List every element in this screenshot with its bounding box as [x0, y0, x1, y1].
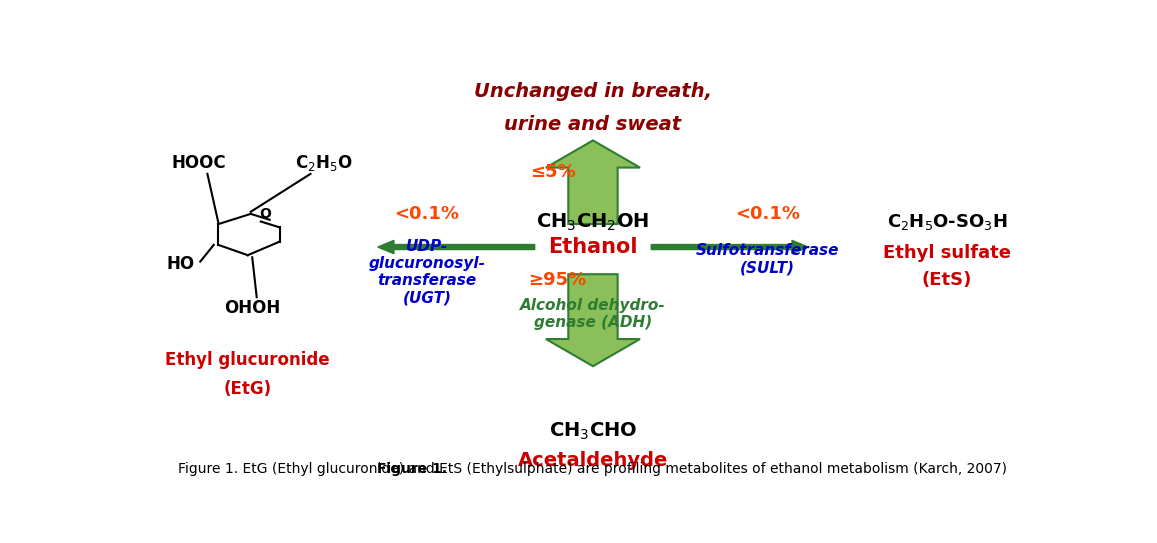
- Text: HO: HO: [167, 255, 194, 273]
- Text: Figure 1. EtG (Ethyl glucuronide) and EtS (Ethylsulphate) are profiling metaboli: Figure 1. EtG (Ethyl glucuronide) and Et…: [178, 462, 1008, 476]
- Text: (EtG): (EtG): [223, 380, 272, 398]
- Text: Alcohol dehydro-
genase (ADH): Alcohol dehydro- genase (ADH): [521, 298, 665, 330]
- Text: C$_2$H$_5$O: C$_2$H$_5$O: [295, 154, 353, 173]
- Text: Figure 1.: Figure 1.: [377, 462, 447, 476]
- Text: HOOC: HOOC: [171, 154, 226, 173]
- Text: C$_2$H$_5$O-SO$_3$H: C$_2$H$_5$O-SO$_3$H: [886, 212, 1008, 232]
- Text: OHOH: OHOH: [224, 299, 280, 317]
- Text: Ethyl glucuronide: Ethyl glucuronide: [165, 351, 330, 369]
- Text: Unchanged in breath,: Unchanged in breath,: [474, 82, 712, 101]
- FancyArrow shape: [651, 241, 808, 254]
- Text: ≤5%: ≤5%: [530, 163, 575, 181]
- Text: Ethyl sulfate: Ethyl sulfate: [883, 244, 1011, 262]
- FancyArrow shape: [377, 241, 535, 254]
- Text: CH$_3$CH$_2$OH: CH$_3$CH$_2$OH: [537, 211, 649, 232]
- FancyArrow shape: [546, 274, 640, 366]
- Text: UDP-
glucuronosyl-
transferase
(UGT): UDP- glucuronosyl- transferase (UGT): [369, 238, 486, 306]
- Text: ≥95%: ≥95%: [528, 272, 587, 289]
- FancyArrow shape: [546, 141, 640, 224]
- Text: Ethanol: Ethanol: [548, 237, 638, 257]
- Text: Sulfotransferase
(SULT): Sulfotransferase (SULT): [697, 243, 840, 276]
- Text: Acetaldehyde: Acetaldehyde: [518, 451, 668, 470]
- Text: CH$_3$CHO: CH$_3$CHO: [548, 420, 638, 441]
- Text: O: O: [259, 207, 271, 222]
- Text: (EtS): (EtS): [922, 272, 972, 289]
- Text: <0.1%: <0.1%: [395, 205, 459, 223]
- Text: urine and sweat: urine and sweat: [504, 115, 681, 134]
- Text: <0.1%: <0.1%: [736, 205, 801, 223]
